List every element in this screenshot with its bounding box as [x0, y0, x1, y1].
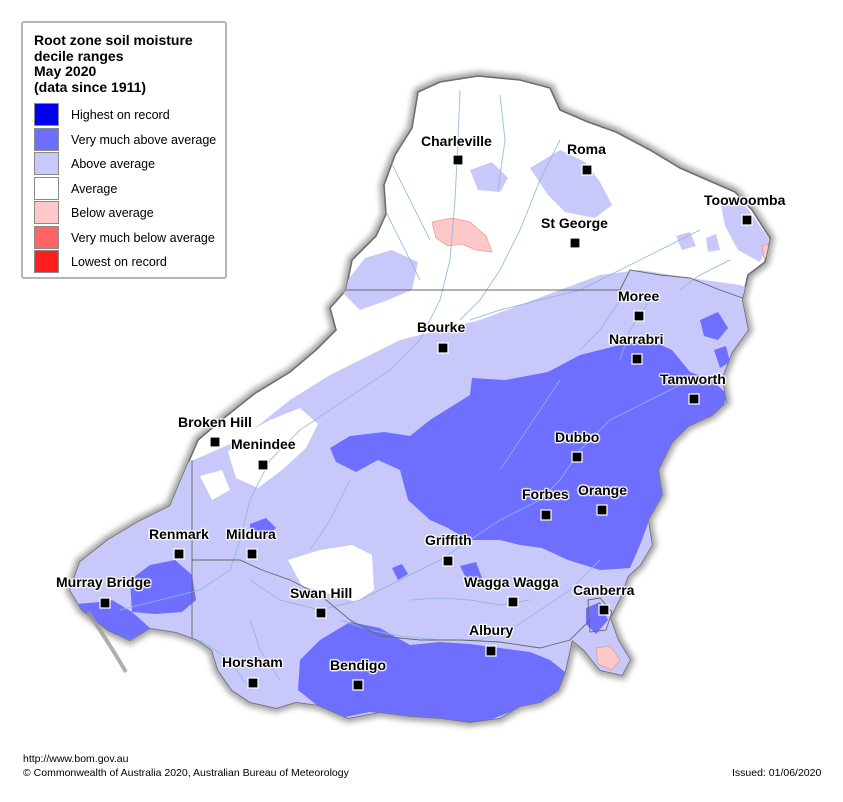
town-marker-moree: [633, 310, 645, 322]
town-label-forbes: Forbes: [522, 486, 569, 502]
town-label-murray-bridge: Murray Bridge: [56, 574, 151, 590]
legend-title-line: Root zone soil moisture: [34, 32, 193, 48]
town-marker-dubbo: [571, 451, 583, 463]
town-label-toowoomba: Toowoomba: [704, 192, 786, 208]
legend: Root zone soil moisture decile ranges Ma…: [21, 21, 227, 279]
town-marker-albury: [485, 645, 497, 657]
town-marker-wagga-wagga: [507, 596, 519, 608]
town-label-bourke: Bourke: [417, 319, 466, 335]
town-label-mildura: Mildura: [226, 526, 276, 542]
issued-date: Issued: 01/06/2020: [732, 767, 822, 779]
legend-swatch: [34, 152, 59, 175]
legend-label: Average: [71, 182, 118, 196]
town-label-charleville: Charleville: [421, 133, 492, 149]
town-label-canberra: Canberra: [573, 582, 635, 598]
town-marker-bendigo: [352, 679, 364, 691]
town-marker-canberra: [598, 604, 610, 616]
legend-item-highest-on-record: Highest on record: [34, 103, 224, 127]
town-marker-murray-bridge: [99, 597, 111, 609]
town-marker-toowoomba: [741, 214, 753, 226]
town-label-albury: Albury: [469, 622, 514, 638]
town-label-menindee: Menindee: [231, 436, 296, 452]
legend-swatch: [34, 226, 59, 249]
town-label-wagga-wagga: Wagga Wagga: [464, 574, 559, 590]
town-label-tamworth: Tamworth: [660, 371, 726, 387]
town-label-roma: Roma: [567, 141, 606, 157]
town-label-broken-hill: Broken Hill: [178, 414, 252, 430]
town-marker-griffith: [442, 555, 454, 567]
legend-swatch: [34, 201, 59, 224]
legend-title-line: May 2020: [34, 63, 97, 79]
town-marker-renmark: [173, 548, 185, 560]
legend-label: Highest on record: [71, 108, 170, 122]
legend-swatch: [34, 177, 59, 200]
town-label-renmark: Renmark: [149, 526, 209, 542]
copyright-notice: © Commonwealth of Australia 2020, Austra…: [23, 767, 349, 779]
town-label-bendigo: Bendigo: [330, 657, 386, 673]
legend-label: Above average: [71, 157, 156, 171]
legend-title-line: (data since 1911): [34, 78, 147, 95]
legend-item-lowest-on-record: Lowest on record: [34, 250, 224, 274]
town-marker-menindee: [257, 459, 269, 471]
town-marker-bourke: [437, 342, 449, 354]
town-marker-roma: [581, 164, 593, 176]
legend-item-average: Average: [34, 177, 224, 201]
legend-swatch: [34, 250, 59, 273]
town-label-dubbo: Dubbo: [555, 429, 600, 445]
legend-item-very-much-above-average: Very much above average: [34, 128, 224, 152]
town-label-st-george: St George: [541, 215, 608, 231]
town-marker-swan-hill: [315, 607, 327, 619]
legend-item-above-average: Above average: [34, 152, 224, 176]
legend-title: Root zone soil moisture decile ranges Ma…: [34, 32, 193, 95]
town-marker-mildura: [246, 548, 258, 560]
town-marker-orange: [596, 504, 608, 516]
legend-label: Very much above average: [71, 133, 217, 147]
town-marker-narrabri: [631, 353, 643, 365]
town-label-swan-hill: Swan Hill: [290, 585, 353, 601]
town-label-narrabri: Narrabri: [609, 331, 664, 347]
legend-label: Lowest on record: [71, 255, 167, 269]
legend-title-line: decile ranges: [34, 47, 124, 64]
town-label-horsham: Horsham: [222, 654, 283, 670]
legend-item-very-much-below-average: Very much below average: [34, 226, 224, 250]
legend-item-below-average: Below average: [34, 201, 224, 225]
town-marker-st-george: [569, 237, 581, 249]
town-label-moree: Moree: [618, 288, 660, 304]
legend-label: Very much below average: [71, 231, 215, 245]
town-marker-tamworth: [688, 393, 700, 405]
town-marker-broken-hill: [209, 436, 221, 448]
town-marker-forbes: [540, 509, 552, 521]
town-marker-charleville: [452, 154, 464, 166]
legend-swatch: [34, 103, 59, 126]
town-marker-horsham: [247, 677, 259, 689]
town-label-orange: Orange: [578, 482, 628, 498]
town-label-griffith: Griffith: [425, 532, 472, 548]
legend-swatch: [34, 128, 59, 151]
source-url: http://www.bom.gov.au: [23, 753, 129, 765]
legend-label: Below average: [71, 206, 154, 220]
